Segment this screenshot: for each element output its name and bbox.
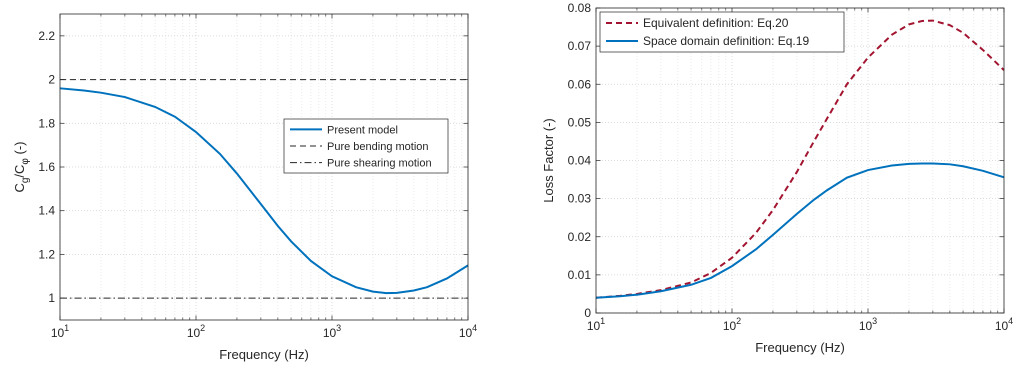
series-line-0 [595, 19, 1005, 299]
legend: Present model Pure bending motion Pure she… [283, 118, 449, 174]
x-tick-label: 104 [995, 316, 1013, 333]
y-tick-label: 1.6 [38, 160, 55, 174]
y-tick-label: 0.04 [568, 154, 592, 168]
loss-factor-chart: 101 102 103 104 0 0.01 0.02 0.03 0.04 0.05 0.06 0.0… [541, 1, 1013, 355]
x-tick-label: 103 [859, 316, 877, 333]
y-axis-label: Loss Factor (-) [541, 118, 556, 203]
y-tick-label: 0.05 [568, 115, 592, 129]
legend-label-1: Pure bending motion [327, 141, 429, 153]
x-tick-label: 102 [723, 316, 741, 333]
x-tick-label: 103 [323, 323, 341, 340]
group-velocity-ratio-chart: 101 102 103 104 1 1.2 1.4 1.6 1.8 2 2.2 Frequency (… [12, 13, 477, 362]
x-tick-label: 104 [459, 323, 477, 340]
x-tick-label: 102 [187, 323, 205, 340]
y-tick-label: 2 [48, 73, 55, 87]
legend: Equivalent definition: Eq.20 Space domain… [599, 11, 845, 53]
y-tick-label: 0.01 [568, 268, 592, 282]
legend-label-1: Space domain definition: Eq.19 [643, 34, 809, 48]
legend-label-2: Pure shearing motion [327, 158, 432, 170]
y-tick-label: 1.8 [38, 116, 55, 130]
y-tick-label: 1 [48, 291, 55, 305]
y-tick-label: 0.07 [568, 39, 592, 53]
x-tick-label: 101 [51, 323, 69, 340]
grid [595, 7, 1005, 314]
y-tick-label: 0.06 [568, 77, 592, 91]
x-axis-label: Frequency (Hz) [219, 347, 309, 362]
y-tick-label: 0 [584, 306, 591, 320]
legend-label-0: Present model [327, 124, 398, 136]
y-tick-label: 0.08 [568, 1, 592, 15]
y-tick-label: 1.2 [38, 247, 55, 261]
legend-box [599, 11, 845, 53]
y-tick-label: 0.03 [568, 192, 592, 206]
series-line-0 [59, 87, 469, 295]
y-tick-label: 2.2 [38, 29, 55, 43]
x-axis-label: Frequency (Hz) [755, 340, 845, 355]
x-tick-label: 101 [587, 316, 605, 333]
series-line-1 [595, 162, 1005, 299]
y-tick-label: 0.02 [568, 230, 592, 244]
legend-label-0: Equivalent definition: Eq.20 [643, 16, 789, 30]
y-axis-label: Cg/Cφ (-) [12, 141, 31, 192]
y-tick-label: 1.4 [38, 204, 55, 218]
